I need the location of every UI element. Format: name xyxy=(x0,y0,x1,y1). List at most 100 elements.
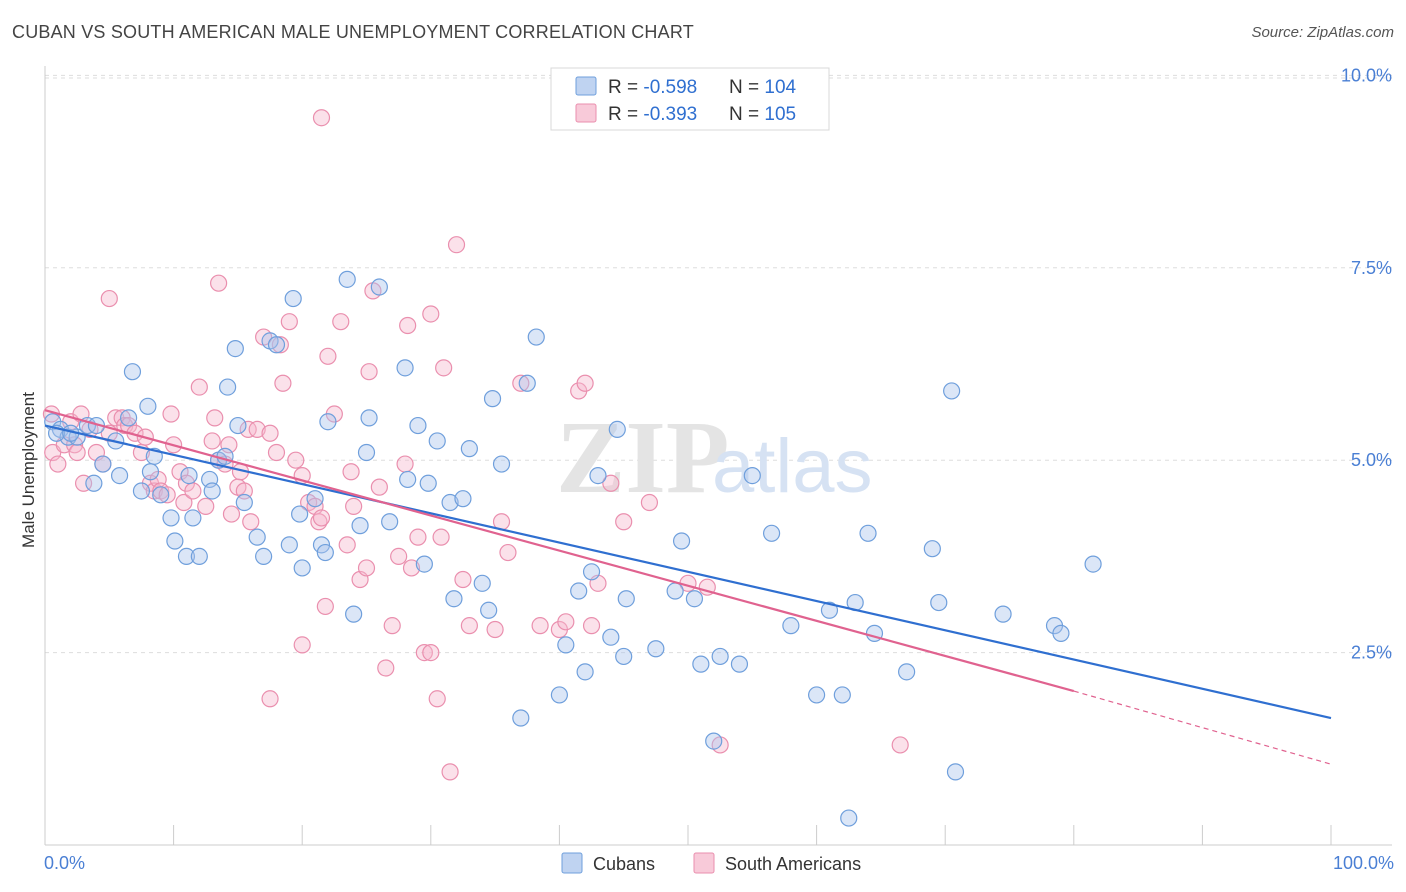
south-americans-point xyxy=(158,486,176,504)
south-americans-point xyxy=(261,690,279,708)
cubans-point xyxy=(527,328,545,346)
cubans-point xyxy=(162,509,180,527)
cubans-point xyxy=(930,593,948,612)
south-americans-point xyxy=(248,420,266,439)
cubans-point xyxy=(923,540,941,558)
south-americans-point xyxy=(441,763,459,781)
south-americans-point xyxy=(162,405,180,423)
cubans-point xyxy=(833,686,851,704)
y-tick-label-1: 5.0% xyxy=(1351,450,1392,470)
cubans-point xyxy=(219,378,237,396)
south-americans-point xyxy=(68,443,86,462)
cubans-point xyxy=(415,555,433,573)
south-americans-point xyxy=(409,528,427,546)
cubans-point xyxy=(409,416,427,435)
south-americans-point xyxy=(100,289,118,308)
south-americans-point xyxy=(486,620,504,639)
south-americans-point xyxy=(531,617,549,635)
legend-row-cubans: R = -0.598 xyxy=(608,77,697,98)
cubans-point xyxy=(316,543,334,562)
cubans-point xyxy=(381,513,399,531)
cubans-point xyxy=(312,536,331,554)
south-americans-point xyxy=(316,597,334,616)
south-americans-point xyxy=(557,613,575,631)
cubans-point xyxy=(483,390,502,408)
y-tick-label-2: 7.5% xyxy=(1351,258,1392,278)
cubans-point xyxy=(229,416,247,435)
south-americans-point xyxy=(499,543,517,562)
south-americans-point xyxy=(203,432,221,450)
y-tick-label-3: 10.0% xyxy=(1341,65,1392,85)
cubans-point xyxy=(589,466,607,485)
watermark: ZIP atlas xyxy=(556,400,873,515)
y-axis-label: Male Unemployment xyxy=(19,392,38,548)
south-americans-point xyxy=(271,336,289,354)
south-americans-point xyxy=(396,455,414,473)
cubans-point xyxy=(184,509,202,527)
south-americans-point xyxy=(210,274,228,292)
south-americans-point xyxy=(435,359,453,377)
south-americans-point xyxy=(360,363,378,381)
bottom-legend-swatch-cubans xyxy=(561,852,583,874)
cubans-point xyxy=(360,409,378,427)
watermark-zip: ZIP xyxy=(556,400,729,515)
cubans-point xyxy=(180,466,198,485)
legend-r-value-south-americans: -0.393 xyxy=(643,104,697,125)
cubans-point xyxy=(152,486,170,504)
cubans-trend-line xyxy=(44,424,1332,720)
south-americans-point xyxy=(319,347,337,365)
cubans-point xyxy=(460,440,478,458)
legend-r-value-cubans: -0.598 xyxy=(643,77,697,98)
cubans-point xyxy=(672,532,691,550)
legend-n-label: N = xyxy=(729,77,764,98)
cubans-point xyxy=(319,413,337,431)
south-americans-point xyxy=(422,305,440,323)
south-americans-point xyxy=(312,109,331,127)
cubans-point xyxy=(782,617,800,635)
cubans-point xyxy=(480,601,498,619)
y-tick-labels: 2.5% 5.0% 7.5% 10.0% xyxy=(1341,65,1392,662)
south-americans-point xyxy=(345,497,363,515)
legend-r-label: R = xyxy=(608,77,643,98)
cubans-point xyxy=(190,547,208,565)
south-americans-point xyxy=(615,513,633,531)
south-americans-point xyxy=(390,547,408,565)
cubans-point xyxy=(730,655,749,673)
south-americans-point xyxy=(432,528,450,546)
bottom-legend-swatch-south-americans xyxy=(693,852,715,874)
cubans-point xyxy=(582,563,601,581)
south-americans-point xyxy=(422,643,440,662)
south-americans-point xyxy=(402,559,421,577)
cubans-point xyxy=(255,547,273,565)
south-americans-point xyxy=(287,451,305,469)
cubans-point xyxy=(226,340,244,358)
cubans-point xyxy=(898,663,916,681)
cubans-point xyxy=(370,278,388,296)
south-americans-point xyxy=(383,617,401,635)
cubans-point xyxy=(492,455,511,473)
south-americans-point xyxy=(206,409,224,427)
cubans-point xyxy=(139,397,157,415)
source-label: Source: ZipAtlas.com xyxy=(1251,24,1394,41)
cubans-point xyxy=(119,409,138,427)
cubans-point xyxy=(576,663,594,681)
legend-n-value-cubans: 104 xyxy=(764,77,796,98)
south-americans-point xyxy=(312,509,331,527)
cubans-point xyxy=(512,709,530,727)
cubans-point xyxy=(859,524,877,542)
cubans-point xyxy=(399,470,417,489)
south-americans-point xyxy=(190,378,208,396)
south-americans-point xyxy=(293,636,311,654)
south-americans-point xyxy=(602,474,620,492)
cubans-points xyxy=(44,270,1102,827)
cubans-point xyxy=(946,763,965,781)
cubans-point xyxy=(441,493,459,512)
cubans-point xyxy=(608,420,626,439)
cubans-point xyxy=(711,647,729,666)
south-americans-point xyxy=(891,736,909,754)
cubans-point xyxy=(132,482,151,500)
cubans-point xyxy=(820,601,839,619)
south-americans-point xyxy=(357,559,376,577)
south-americans-point xyxy=(576,374,594,392)
legend-n-south-americans: N = 105 xyxy=(729,104,796,125)
